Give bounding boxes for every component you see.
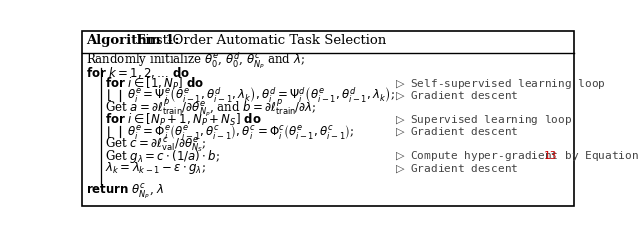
Text: First-Order Automatic Task Selection: First-Order Automatic Task Selection — [132, 34, 387, 47]
Text: $\lambda_k = \lambda_{k-1} - \epsilon \cdot g_\lambda$;: $\lambda_k = \lambda_{k-1} - \epsilon \c… — [105, 160, 205, 176]
Text: Get $a = \partial \ell_{\mathrm{train}}^p / \partial \theta_{N_P}^e$, and $b = \: Get $a = \partial \ell_{\mathrm{train}}^… — [105, 98, 316, 119]
Text: $\triangleright$ Gradient descent: $\triangleright$ Gradient descent — [395, 162, 518, 175]
Text: Algorithm 1:: Algorithm 1: — [86, 34, 179, 47]
Text: $\theta_i^e = \Phi_i^e \left(\theta_{i-1}^e, \theta_{i-1}^c\right), \theta_i^c =: $\theta_i^e = \Phi_i^e \left(\theta_{i-1… — [127, 123, 354, 141]
Text: $\lfloor$: $\lfloor$ — [106, 88, 111, 103]
Text: $\mathbf{for}$ $k = 1, 2, \ldots$ $\mathbf{do}$: $\mathbf{for}$ $k = 1, 2, \ldots$ $\math… — [86, 65, 190, 80]
Text: $\triangleright$ Gradient descent: $\triangleright$ Gradient descent — [395, 126, 518, 138]
Text: Get $c = \partial \ell_{\mathrm{val}}^c / \partial \theta_{N_S}^e$;: Get $c = \partial \ell_{\mathrm{val}}^c … — [105, 135, 206, 154]
Text: $\mathbf{for}$ $i \in [1, N_P]$ $\mathbf{do}$: $\mathbf{for}$ $i \in [1, N_P]$ $\mathbf… — [105, 76, 204, 92]
Text: $\triangleright$ Self-supervised learning loop: $\triangleright$ Self-supervised learnin… — [395, 77, 605, 91]
Text: 13: 13 — [544, 152, 557, 161]
Text: $\lfloor$: $\lfloor$ — [106, 124, 111, 140]
Text: Randomly initialize $\theta_0^e$, $\theta_0^d$, $\theta_{N_P}^c$ and $\lambda$;: Randomly initialize $\theta_0^e$, $\thet… — [86, 51, 305, 72]
Text: $\mathbf{return}$ $\theta_{N_P}^c$, $\lambda$: $\mathbf{return}$ $\theta_{N_P}^c$, $\la… — [86, 182, 164, 201]
Text: $\theta_i^e = \Psi_i^e \left(\theta_{i-1}^e, \theta_{i-1}^d, \lambda_k\right), \: $\theta_i^e = \Psi_i^e \left(\theta_{i-1… — [127, 86, 395, 105]
Text: $\triangleright$ Gradient descent: $\triangleright$ Gradient descent — [395, 89, 518, 102]
Text: Get $g_\lambda = c \cdot (1/a) \cdot b$;: Get $g_\lambda = c \cdot (1/a) \cdot b$; — [105, 148, 220, 165]
Text: $\triangleright$ Compute hyper-gradient by Equation: $\triangleright$ Compute hyper-gradient … — [395, 149, 640, 164]
Text: $\mathbf{for}$ $i \in [N_P+1, N_P+N_S]$ $\mathbf{do}$: $\mathbf{for}$ $i \in [N_P+1, N_P+N_S]$ … — [105, 112, 261, 128]
Text: $\triangleright$ Supervised learning loop: $\triangleright$ Supervised learning loo… — [395, 113, 572, 127]
